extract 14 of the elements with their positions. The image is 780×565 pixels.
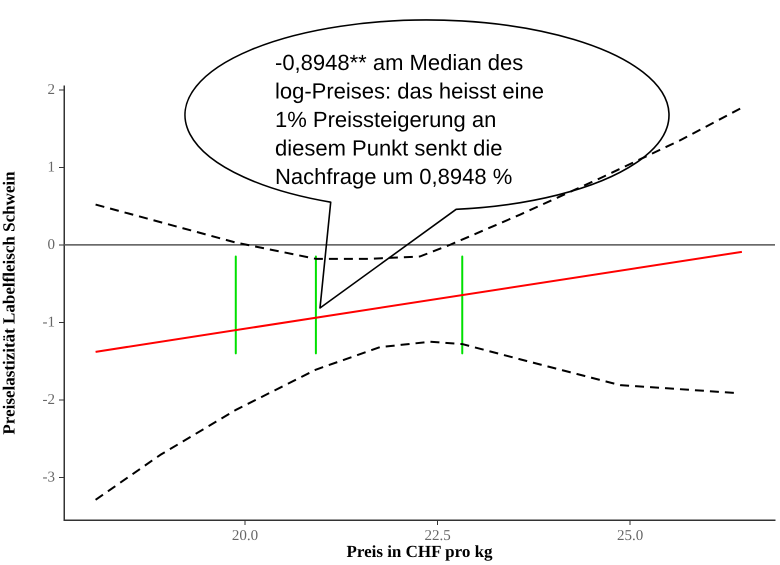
y-tick-label: -3 (42, 469, 55, 486)
line-series (94, 340, 736, 501)
y-tick-label: -2 (42, 392, 55, 408)
x-axis-title: Preis in CHF pro kg (346, 542, 494, 562)
y-tick-label: 2 (48, 82, 55, 98)
x-tick-label: 20.0 (232, 528, 258, 544)
y-axis-title: Preiselastizität Labelfleisch Schwein (0, 170, 19, 435)
x-tick-label: 22.5 (424, 528, 451, 544)
annotation: -0,8948** am Median des log-Preises: das heisst eine 1% Preissteigerung an diesem Punkt senkt die Nachfrage um 0,8948 % (275, 50, 544, 189)
y-tick-label: 0 (48, 236, 55, 253)
y-tick-label: 1 (48, 159, 55, 176)
y-tick-label: -1 (42, 314, 55, 330)
line-series (94, 106, 743, 260)
x-tick-label: 25.0 (617, 528, 644, 544)
